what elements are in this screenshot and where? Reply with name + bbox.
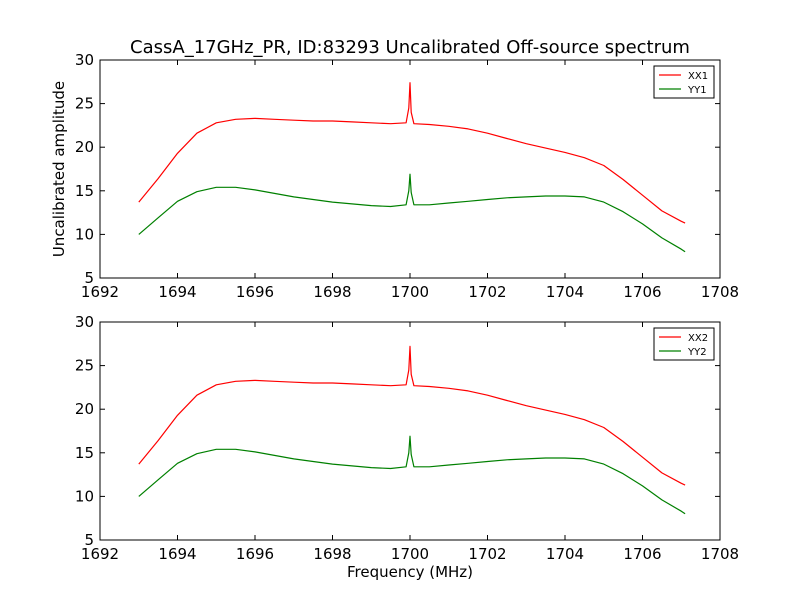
x-tick-label: 1698 [313, 283, 351, 301]
legend-box [653, 65, 715, 99]
y-tick-label: 25 [75, 95, 94, 113]
y-tick-label: 10 [75, 225, 94, 243]
x-tick-label: 1694 [158, 283, 196, 301]
x-tick-label: 1702 [468, 545, 506, 563]
series-line-yy1 [138, 173, 686, 253]
x-tick-label: 1698 [313, 545, 351, 563]
x-tick-label: 1692 [81, 545, 119, 563]
x-tick-label: 1704 [546, 545, 584, 563]
x-tick-label: 1696 [236, 545, 274, 563]
x-tick-label: 1706 [623, 283, 661, 301]
y-tick-label: 15 [75, 182, 94, 200]
y-tick-label: 30 [75, 51, 94, 69]
y-tick-label: 5 [84, 269, 94, 287]
bottom-spectrum-panel: 1692 1694 1696 1698 1700 1702 1704 1706 1708 5 10 1… [75, 313, 739, 563]
y-tick-label: 20 [75, 138, 94, 156]
legend-label-yy1: YY1 [687, 85, 707, 96]
x-tick-label: 1708 [701, 283, 739, 301]
legend-box [653, 327, 715, 361]
x-tick-label: 1700 [391, 545, 429, 563]
series-line-yy2 [138, 435, 686, 515]
y-tick-label: 5 [84, 531, 94, 549]
x-tick-label: 1704 [546, 283, 584, 301]
x-tick-label: 1694 [158, 545, 196, 563]
x-axis-label: Frequency (MHz) [347, 563, 473, 581]
y-tick-label: 25 [75, 357, 94, 375]
legend-label-yy2: YY2 [687, 347, 707, 358]
x-tick-label: 1696 [236, 283, 274, 301]
y-axis-label: Uncalibrated amplitude [50, 81, 68, 257]
top-spectrum-panel: 1692 1694 1696 1698 1700 1702 1704 1706 1708 5 10 1… [75, 51, 739, 301]
series-line-xx2 [138, 345, 686, 486]
y-tick-label: 20 [75, 400, 94, 418]
y-tick-label: 15 [75, 444, 94, 462]
x-tick-label: 1692 [81, 283, 119, 301]
x-tick-label: 1702 [468, 283, 506, 301]
x-tick-label: 1706 [623, 545, 661, 563]
legend-label-xx1: XX1 [688, 71, 708, 82]
figure-title: CassA_17GHz_PR, ID:83293 Uncalibrated Of… [130, 37, 690, 58]
series-line-xx1 [138, 82, 686, 224]
x-tick-label: 1708 [701, 545, 739, 563]
y-tick-label: 30 [75, 313, 94, 331]
y-tick-label: 10 [75, 487, 94, 505]
x-tick-label: 1700 [391, 283, 429, 301]
legend-label-xx2: XX2 [688, 333, 708, 344]
